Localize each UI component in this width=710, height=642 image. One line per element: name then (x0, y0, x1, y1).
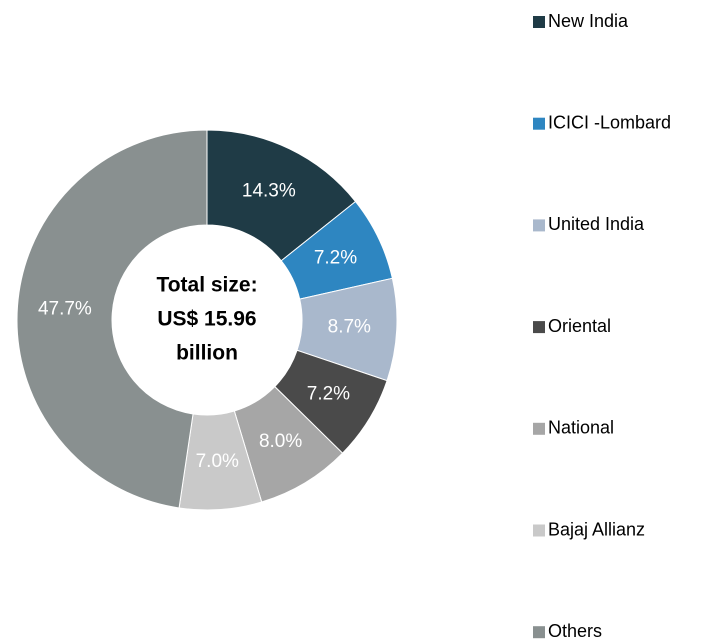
data-label: 14.3% (242, 181, 296, 202)
legend-label: New India (548, 11, 629, 31)
data-label: 47.7% (38, 299, 92, 320)
legend-swatch (533, 524, 545, 537)
center-text: Total size: (156, 274, 257, 297)
legend-swatch (533, 321, 545, 334)
legend-label: National (548, 418, 614, 438)
legend-label: ICICI -Lombard (548, 112, 671, 132)
legend-label: United India (548, 214, 645, 234)
legend-swatch (533, 626, 545, 639)
legend-swatch (533, 219, 545, 232)
data-label: 7.2% (314, 247, 357, 268)
data-label: 8.7% (328, 316, 371, 337)
data-label: 8.0% (259, 431, 302, 452)
data-label: 7.0% (196, 451, 239, 472)
slice (16, 129, 208, 509)
legend-label: Bajaj Allianz (548, 519, 645, 539)
center-text: US$ 15.96 (157, 308, 256, 331)
legend-label: Oriental (548, 316, 611, 336)
data-label: 7.2% (307, 384, 350, 405)
legend-swatch (533, 117, 545, 130)
legend-swatch (533, 16, 545, 28)
legend-swatch (533, 422, 545, 435)
legend-label: Others (548, 621, 602, 641)
center-text: billion (176, 342, 238, 365)
